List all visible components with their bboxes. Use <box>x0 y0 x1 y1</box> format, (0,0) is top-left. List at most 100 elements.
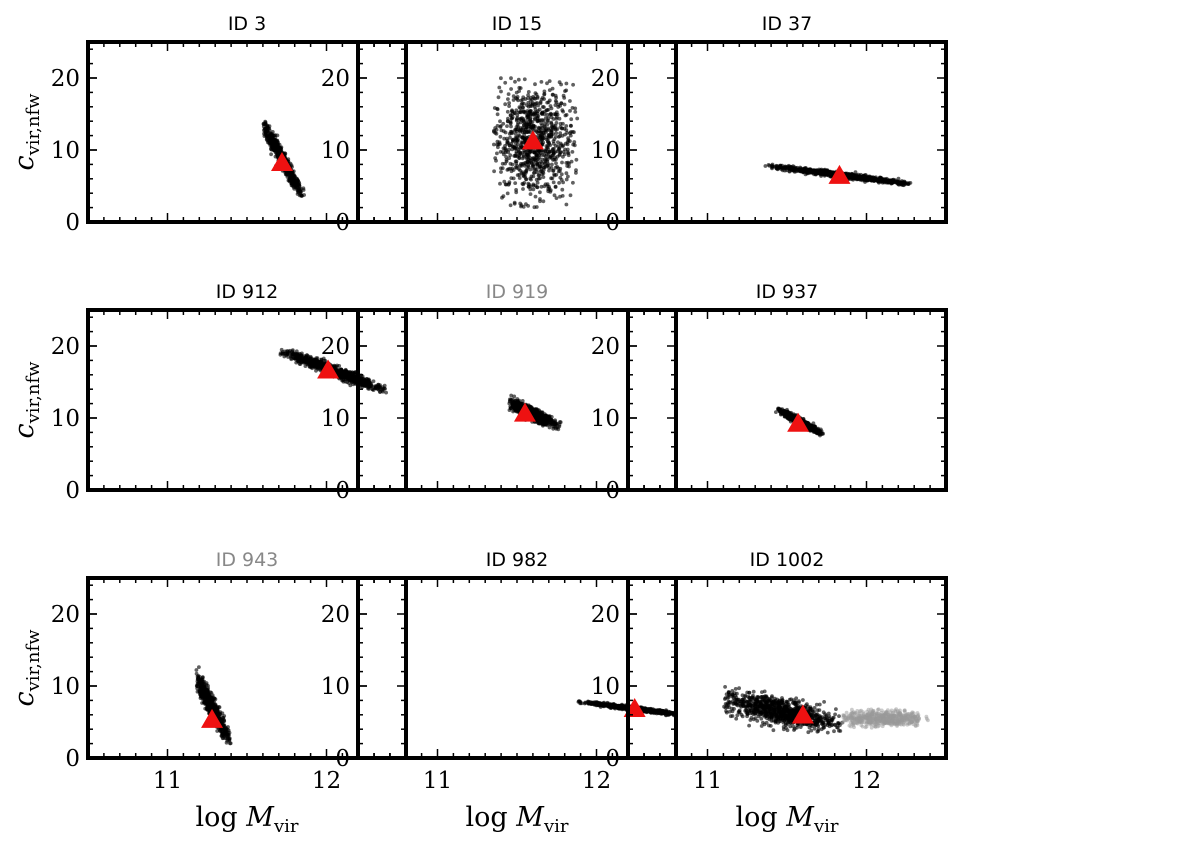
scatter-point-main-p2 <box>568 193 573 198</box>
scatter-point-main-p2 <box>546 146 550 151</box>
scatter-point-main-p2 <box>534 153 539 158</box>
scatter-point-main-p2 <box>546 100 551 105</box>
scatter-point-main-p2 <box>496 145 500 150</box>
scatter-point-main-p5 <box>511 400 516 404</box>
scatter-point-main-p2 <box>541 118 546 123</box>
scatter-point-main-p2 <box>531 183 536 188</box>
scatter-point-main-p3 <box>892 179 897 184</box>
scatter-point-main-p2 <box>549 112 554 117</box>
scatter-point-main-p2 <box>541 199 546 204</box>
scatter-point-main-p2 <box>546 118 550 123</box>
scatter-point-main-p2 <box>496 95 501 100</box>
scatter-point-main-p2 <box>514 108 519 113</box>
scatter-point-main-p2 <box>503 144 507 148</box>
scatter-point-main-p2 <box>519 203 524 208</box>
scatter-point-main-p2 <box>543 148 548 153</box>
scatter-point-main-p2 <box>550 176 555 181</box>
scatter-point-main-p2 <box>574 168 578 173</box>
scatter-point-main-p2 <box>543 157 547 162</box>
scatter-point-main-p2 <box>499 128 504 133</box>
scatter-point-main-p2 <box>514 166 519 170</box>
scatter-point-main-p2 <box>525 153 530 157</box>
scatter-point-main-p5 <box>550 418 555 423</box>
panel-data-6 <box>774 406 825 438</box>
scatter-point-main-p2 <box>541 175 546 180</box>
scatter-point-main-p2 <box>500 166 505 171</box>
scatter-point-main-p2 <box>547 165 551 170</box>
scatter-point-main-p2 <box>530 102 535 106</box>
scatter-point-main-p2 <box>514 190 519 195</box>
y-axis-label-p1: cvir,nfw <box>9 93 44 171</box>
scatter-point-main-p2 <box>515 129 519 134</box>
scatter-point-main-p2 <box>554 196 559 201</box>
scatter-point-main-p2 <box>553 103 558 107</box>
scatter-point-main-p2 <box>526 104 531 109</box>
scatter-point-main-p2 <box>513 141 518 146</box>
scatter-point-main-p2 <box>535 162 539 167</box>
scatter-point-main-p2 <box>495 124 500 128</box>
scatter-point-main-p2 <box>518 163 523 168</box>
scatter-point-main-p3 <box>796 167 801 172</box>
scatter-point-main-p2 <box>566 138 571 143</box>
scatter-point-main-p2 <box>518 86 523 90</box>
scatter-point-main-p2 <box>533 148 538 153</box>
scatter-point-main-p1 <box>265 125 269 129</box>
scatter-point-main-p4 <box>279 347 284 352</box>
scatter-point-main-p2 <box>542 184 547 189</box>
scatter-point-main-p1 <box>262 128 266 133</box>
best-fit-marker-p2 <box>521 130 544 150</box>
scatter-point-main-p2 <box>550 162 554 167</box>
scatter-point-main-p2 <box>505 124 509 128</box>
scatter-point-main-p2 <box>559 172 564 177</box>
scatter-point-main-p2 <box>538 101 543 106</box>
scatter-point-main-p2 <box>547 88 552 92</box>
scatter-point-main-p2 <box>555 164 559 169</box>
scatter-point-main-p2 <box>540 161 544 166</box>
scatter-point-main-p2 <box>509 87 513 91</box>
y-tick-label-p1: 10 <box>51 138 80 164</box>
scatter-point-main-p2 <box>510 162 515 167</box>
scatter-point-main-p2 <box>509 141 514 146</box>
scatter-point-main-p2 <box>531 94 536 99</box>
scatter-point-main-p2 <box>551 158 555 162</box>
scatter-point-main-p5 <box>529 407 534 412</box>
scatter-point-main-p5 <box>515 407 520 411</box>
scatter-point-main-p4 <box>299 353 304 358</box>
scatter-point-main-p1 <box>301 186 306 191</box>
panel-title-3: ID 37 <box>762 13 812 35</box>
scatter-point-main-p2 <box>507 156 512 161</box>
scatter-point-main-p2 <box>521 154 526 159</box>
scatter-point-main-p4 <box>310 359 315 364</box>
scatter-point-main-p3 <box>774 166 779 170</box>
scatter-point-main-p2 <box>540 157 545 162</box>
scatter-point-main-p4 <box>290 349 295 354</box>
scatter-point-main-p2 <box>561 154 565 159</box>
scatter-point-main-p2 <box>538 164 542 169</box>
scatter-point-main-p2 <box>551 132 556 136</box>
scatter-point-main-p5 <box>517 402 522 407</box>
scatter-point-main-p2 <box>567 161 571 166</box>
scatter-point-main-p2 <box>521 182 526 187</box>
scatter-point-main-p2 <box>522 101 526 106</box>
scatter-point-main-p2 <box>550 86 555 91</box>
scatter-point-main-p2 <box>494 127 499 132</box>
panel-data-5 <box>507 393 563 432</box>
scatter-point-main-p4 <box>384 390 388 395</box>
scatter-point-main-p2 <box>519 171 524 176</box>
scatter-point-main-p2 <box>542 92 547 96</box>
y-tick-label-p1: 0 <box>65 210 80 236</box>
scatter-point-main-p4 <box>360 385 364 390</box>
scatter-point-main-p4 <box>308 354 313 359</box>
scatter-point-main-p2 <box>494 158 498 163</box>
scatter-point-main-p2 <box>531 162 536 167</box>
scatter-point-main-p2 <box>504 182 509 187</box>
scatter-point-main-p2 <box>521 187 525 191</box>
scatter-point-main-p2 <box>548 154 553 159</box>
scatter-point-main-p5 <box>541 419 546 423</box>
scatter-point-main-p2 <box>526 93 530 97</box>
